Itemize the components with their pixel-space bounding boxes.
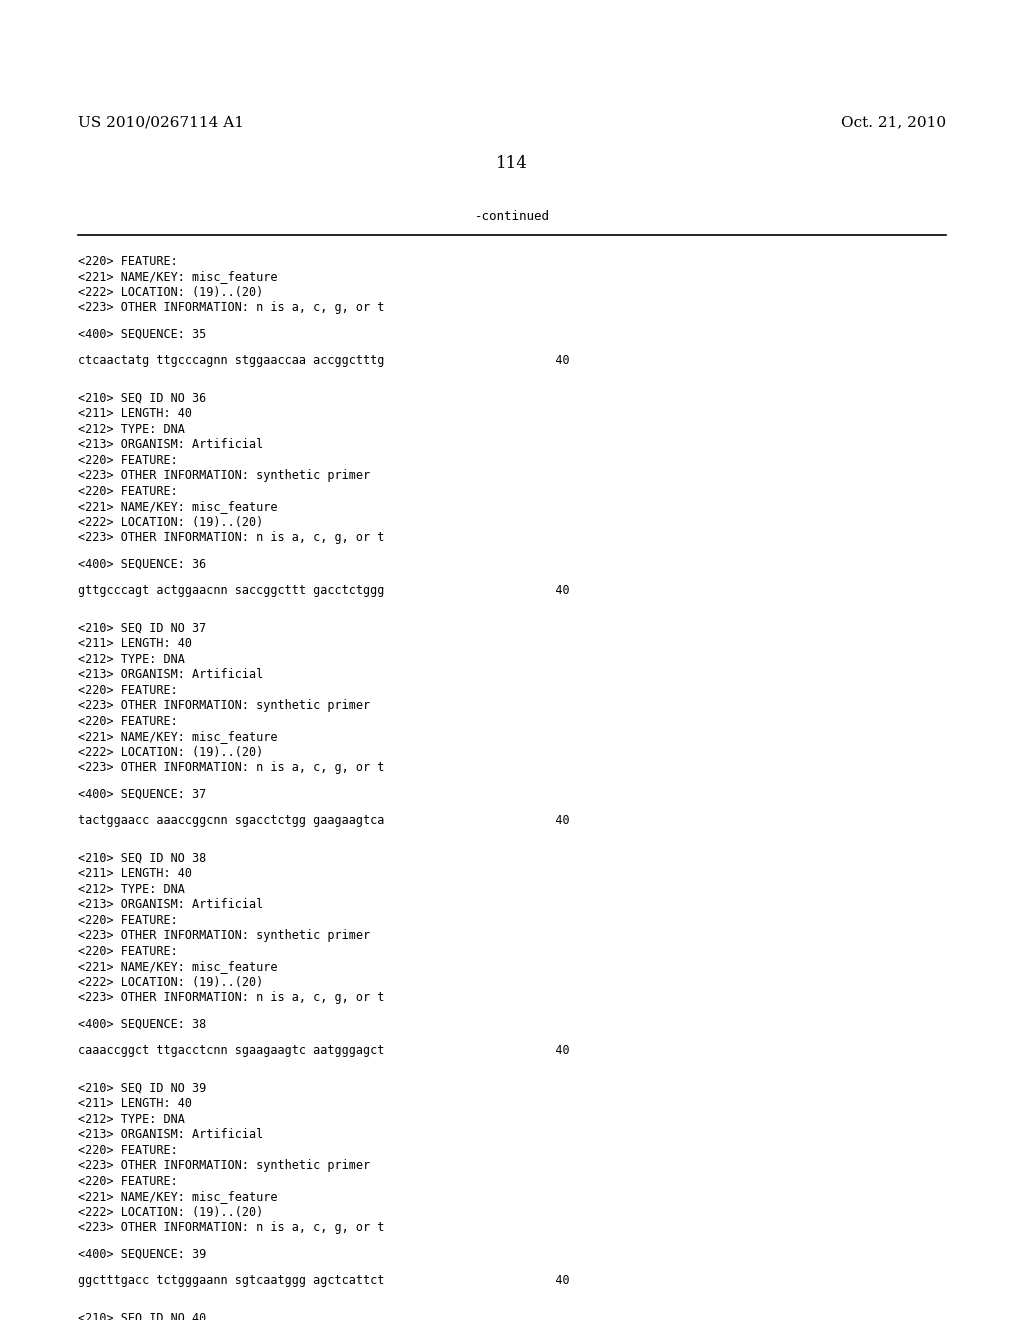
Text: <212> TYPE: DNA: <212> TYPE: DNA — [78, 883, 185, 896]
Text: ggctttgacc tctgggaann sgtcaatggg agctcattct                        40: ggctttgacc tctgggaann sgtcaatggg agctcat… — [78, 1275, 569, 1287]
Text: gttgcccagt actggaacnn saccggcttt gacctctggg                        40: gttgcccagt actggaacnn saccggcttt gacctct… — [78, 585, 569, 598]
Text: <211> LENGTH: 40: <211> LENGTH: 40 — [78, 1097, 193, 1110]
Text: caaaccggct ttgacctcnn sgaagaagtc aatgggagct                        40: caaaccggct ttgacctcnn sgaagaagtc aatggga… — [78, 1044, 569, 1057]
Text: <220> FEATURE:: <220> FEATURE: — [78, 945, 178, 958]
Text: <211> LENGTH: 40: <211> LENGTH: 40 — [78, 638, 193, 651]
Text: <210> SEQ ID NO 40: <210> SEQ ID NO 40 — [78, 1312, 206, 1320]
Text: <222> LOCATION: (19)..(20): <222> LOCATION: (19)..(20) — [78, 516, 263, 529]
Text: <222> LOCATION: (19)..(20): <222> LOCATION: (19)..(20) — [78, 746, 263, 759]
Text: <221> NAME/KEY: misc_feature: <221> NAME/KEY: misc_feature — [78, 730, 278, 743]
Text: US 2010/0267114 A1: US 2010/0267114 A1 — [78, 115, 244, 129]
Text: <213> ORGANISM: Artificial: <213> ORGANISM: Artificial — [78, 438, 263, 451]
Text: <223> OTHER INFORMATION: n is a, c, g, or t: <223> OTHER INFORMATION: n is a, c, g, o… — [78, 532, 384, 544]
Text: <221> NAME/KEY: misc_feature: <221> NAME/KEY: misc_feature — [78, 271, 278, 284]
Text: <220> FEATURE:: <220> FEATURE: — [78, 913, 178, 927]
Text: Oct. 21, 2010: Oct. 21, 2010 — [841, 115, 946, 129]
Text: <223> OTHER INFORMATION: synthetic primer: <223> OTHER INFORMATION: synthetic prime… — [78, 470, 370, 483]
Text: tactggaacc aaaccggcnn sgacctctgg gaagaagtca                        40: tactggaacc aaaccggcnn sgacctctgg gaagaag… — [78, 814, 569, 828]
Text: <221> NAME/KEY: misc_feature: <221> NAME/KEY: misc_feature — [78, 500, 278, 513]
Text: <400> SEQUENCE: 35: <400> SEQUENCE: 35 — [78, 327, 206, 341]
Text: <210> SEQ ID NO 39: <210> SEQ ID NO 39 — [78, 1082, 206, 1096]
Text: <212> TYPE: DNA: <212> TYPE: DNA — [78, 1113, 185, 1126]
Text: <212> TYPE: DNA: <212> TYPE: DNA — [78, 422, 185, 436]
Text: <220> FEATURE:: <220> FEATURE: — [78, 715, 178, 729]
Text: <210> SEQ ID NO 38: <210> SEQ ID NO 38 — [78, 851, 206, 865]
Text: <220> FEATURE:: <220> FEATURE: — [78, 1144, 178, 1158]
Text: <220> FEATURE:: <220> FEATURE: — [78, 454, 178, 467]
Text: <223> OTHER INFORMATION: n is a, c, g, or t: <223> OTHER INFORMATION: n is a, c, g, o… — [78, 762, 384, 775]
Text: <220> FEATURE:: <220> FEATURE: — [78, 255, 178, 268]
Text: -continued: -continued — [474, 210, 550, 223]
Text: <223> OTHER INFORMATION: synthetic primer: <223> OTHER INFORMATION: synthetic prime… — [78, 700, 370, 713]
Text: 114: 114 — [496, 154, 528, 172]
Text: <222> LOCATION: (19)..(20): <222> LOCATION: (19)..(20) — [78, 286, 263, 300]
Text: <210> SEQ ID NO 36: <210> SEQ ID NO 36 — [78, 392, 206, 405]
Text: <211> LENGTH: 40: <211> LENGTH: 40 — [78, 867, 193, 880]
Text: <213> ORGANISM: Artificial: <213> ORGANISM: Artificial — [78, 1129, 263, 1142]
Text: <221> NAME/KEY: misc_feature: <221> NAME/KEY: misc_feature — [78, 961, 278, 973]
Text: <222> LOCATION: (19)..(20): <222> LOCATION: (19)..(20) — [78, 975, 263, 989]
Text: <213> ORGANISM: Artificial: <213> ORGANISM: Artificial — [78, 899, 263, 912]
Text: <221> NAME/KEY: misc_feature: <221> NAME/KEY: misc_feature — [78, 1191, 278, 1204]
Text: <223> OTHER INFORMATION: synthetic primer: <223> OTHER INFORMATION: synthetic prime… — [78, 1159, 370, 1172]
Text: <400> SEQUENCE: 36: <400> SEQUENCE: 36 — [78, 558, 206, 572]
Text: <222> LOCATION: (19)..(20): <222> LOCATION: (19)..(20) — [78, 1206, 263, 1218]
Text: <213> ORGANISM: Artificial: <213> ORGANISM: Artificial — [78, 668, 263, 681]
Text: <212> TYPE: DNA: <212> TYPE: DNA — [78, 653, 185, 667]
Text: <400> SEQUENCE: 37: <400> SEQUENCE: 37 — [78, 788, 206, 801]
Text: <223> OTHER INFORMATION: n is a, c, g, or t: <223> OTHER INFORMATION: n is a, c, g, o… — [78, 301, 384, 314]
Text: <220> FEATURE:: <220> FEATURE: — [78, 484, 178, 498]
Text: ctcaactatg ttgcccagnn stggaaccaa accggctttg                        40: ctcaactatg ttgcccagnn stggaaccaa accggct… — [78, 355, 569, 367]
Text: <210> SEQ ID NO 37: <210> SEQ ID NO 37 — [78, 622, 206, 635]
Text: <223> OTHER INFORMATION: n is a, c, g, or t: <223> OTHER INFORMATION: n is a, c, g, o… — [78, 1221, 384, 1234]
Text: <400> SEQUENCE: 38: <400> SEQUENCE: 38 — [78, 1018, 206, 1031]
Text: <400> SEQUENCE: 39: <400> SEQUENCE: 39 — [78, 1247, 206, 1261]
Text: <220> FEATURE:: <220> FEATURE: — [78, 684, 178, 697]
Text: <223> OTHER INFORMATION: synthetic primer: <223> OTHER INFORMATION: synthetic prime… — [78, 929, 370, 942]
Text: <223> OTHER INFORMATION: n is a, c, g, or t: <223> OTHER INFORMATION: n is a, c, g, o… — [78, 991, 384, 1005]
Text: <211> LENGTH: 40: <211> LENGTH: 40 — [78, 408, 193, 421]
Text: <220> FEATURE:: <220> FEATURE: — [78, 1175, 178, 1188]
